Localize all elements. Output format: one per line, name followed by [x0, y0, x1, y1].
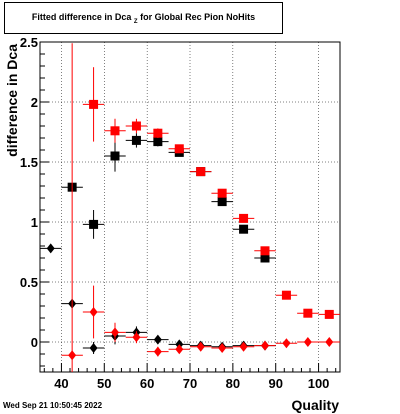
data-point-square: [260, 246, 270, 256]
data-point-square: [281, 290, 291, 300]
data-point-square: [110, 151, 120, 161]
data-point-square: [110, 126, 120, 136]
chart-title-box: Fitted difference in Dca Z for Global Re…: [4, 2, 283, 34]
data-point-square: [239, 213, 249, 223]
data-point-square: [89, 99, 99, 109]
data-point-diamond: [153, 334, 162, 345]
y-tick-label: 0.5: [20, 275, 38, 290]
y-tick-label: 1: [31, 215, 38, 230]
series-2: [40, 243, 276, 354]
chart-title-main: Fitted difference in Dca: [31, 12, 132, 22]
x-tick-label: 50: [97, 376, 111, 391]
x-tick-label: 60: [140, 376, 154, 391]
data-point-square: [303, 308, 313, 318]
x-tick-label: 40: [54, 376, 68, 391]
data-point-square: [174, 144, 184, 154]
data-point-diamond: [132, 332, 141, 343]
y-tick-label: 2.5: [20, 35, 38, 50]
x-tick-label: 100: [308, 376, 330, 391]
data-point-square: [153, 137, 163, 147]
data-point-diamond: [261, 340, 269, 351]
data-point-square: [153, 128, 163, 138]
y-axis-label: difference in Dca: [4, 44, 20, 157]
data-series: [40, 43, 340, 372]
data-point-diamond: [153, 346, 162, 357]
timestamp: Wed Sep 21 10:50:45 2022: [3, 401, 103, 410]
data-point-diamond: [46, 243, 55, 254]
data-point-square: [131, 135, 141, 145]
series-0: [61, 133, 276, 263]
series-3: [61, 43, 340, 372]
x-tick-label: 90: [268, 376, 282, 391]
data-point-diamond: [89, 307, 98, 317]
data-point-diamond: [325, 337, 334, 347]
data-point-diamond: [196, 341, 205, 352]
data-point-square: [260, 253, 270, 263]
data-point-diamond: [303, 337, 312, 347]
data-point-square: [131, 121, 141, 131]
data-point-diamond: [68, 350, 77, 361]
data-point-diamond: [89, 343, 98, 353]
data-point-diamond: [175, 344, 184, 355]
data-point-diamond: [282, 338, 291, 349]
x-tick-label: 80: [226, 376, 240, 391]
data-point-square: [196, 167, 206, 177]
data-point-square: [239, 224, 249, 234]
data-point-square: [89, 219, 99, 229]
chart-title-subscript: Z: [133, 18, 138, 25]
data-point-square: [324, 309, 334, 319]
x-tick-label: 70: [183, 376, 197, 391]
x-axis-label: Quality: [292, 397, 340, 413]
data-point-square: [217, 197, 227, 207]
chart-title-rest: for Global Rec Pion NoHits: [137, 12, 256, 22]
axis-ticks: 40 50 60 70 80 90 100 0 0.5 1 1.5 2 2.5: [20, 35, 337, 391]
y-tick-label: 2: [31, 95, 38, 110]
chart-title: Fitted difference in Dca Z for Global Re…: [5, 12, 282, 25]
data-point-diamond: [218, 343, 227, 353]
data-point-square: [217, 188, 227, 198]
data-point-diamond: [111, 327, 119, 338]
y-tick-label: 1.5: [20, 155, 38, 170]
grid-lines: [40, 41, 340, 372]
data-point-diamond: [239, 341, 248, 352]
y-tick-label: 0: [31, 335, 38, 350]
series-1: [82, 67, 340, 319]
